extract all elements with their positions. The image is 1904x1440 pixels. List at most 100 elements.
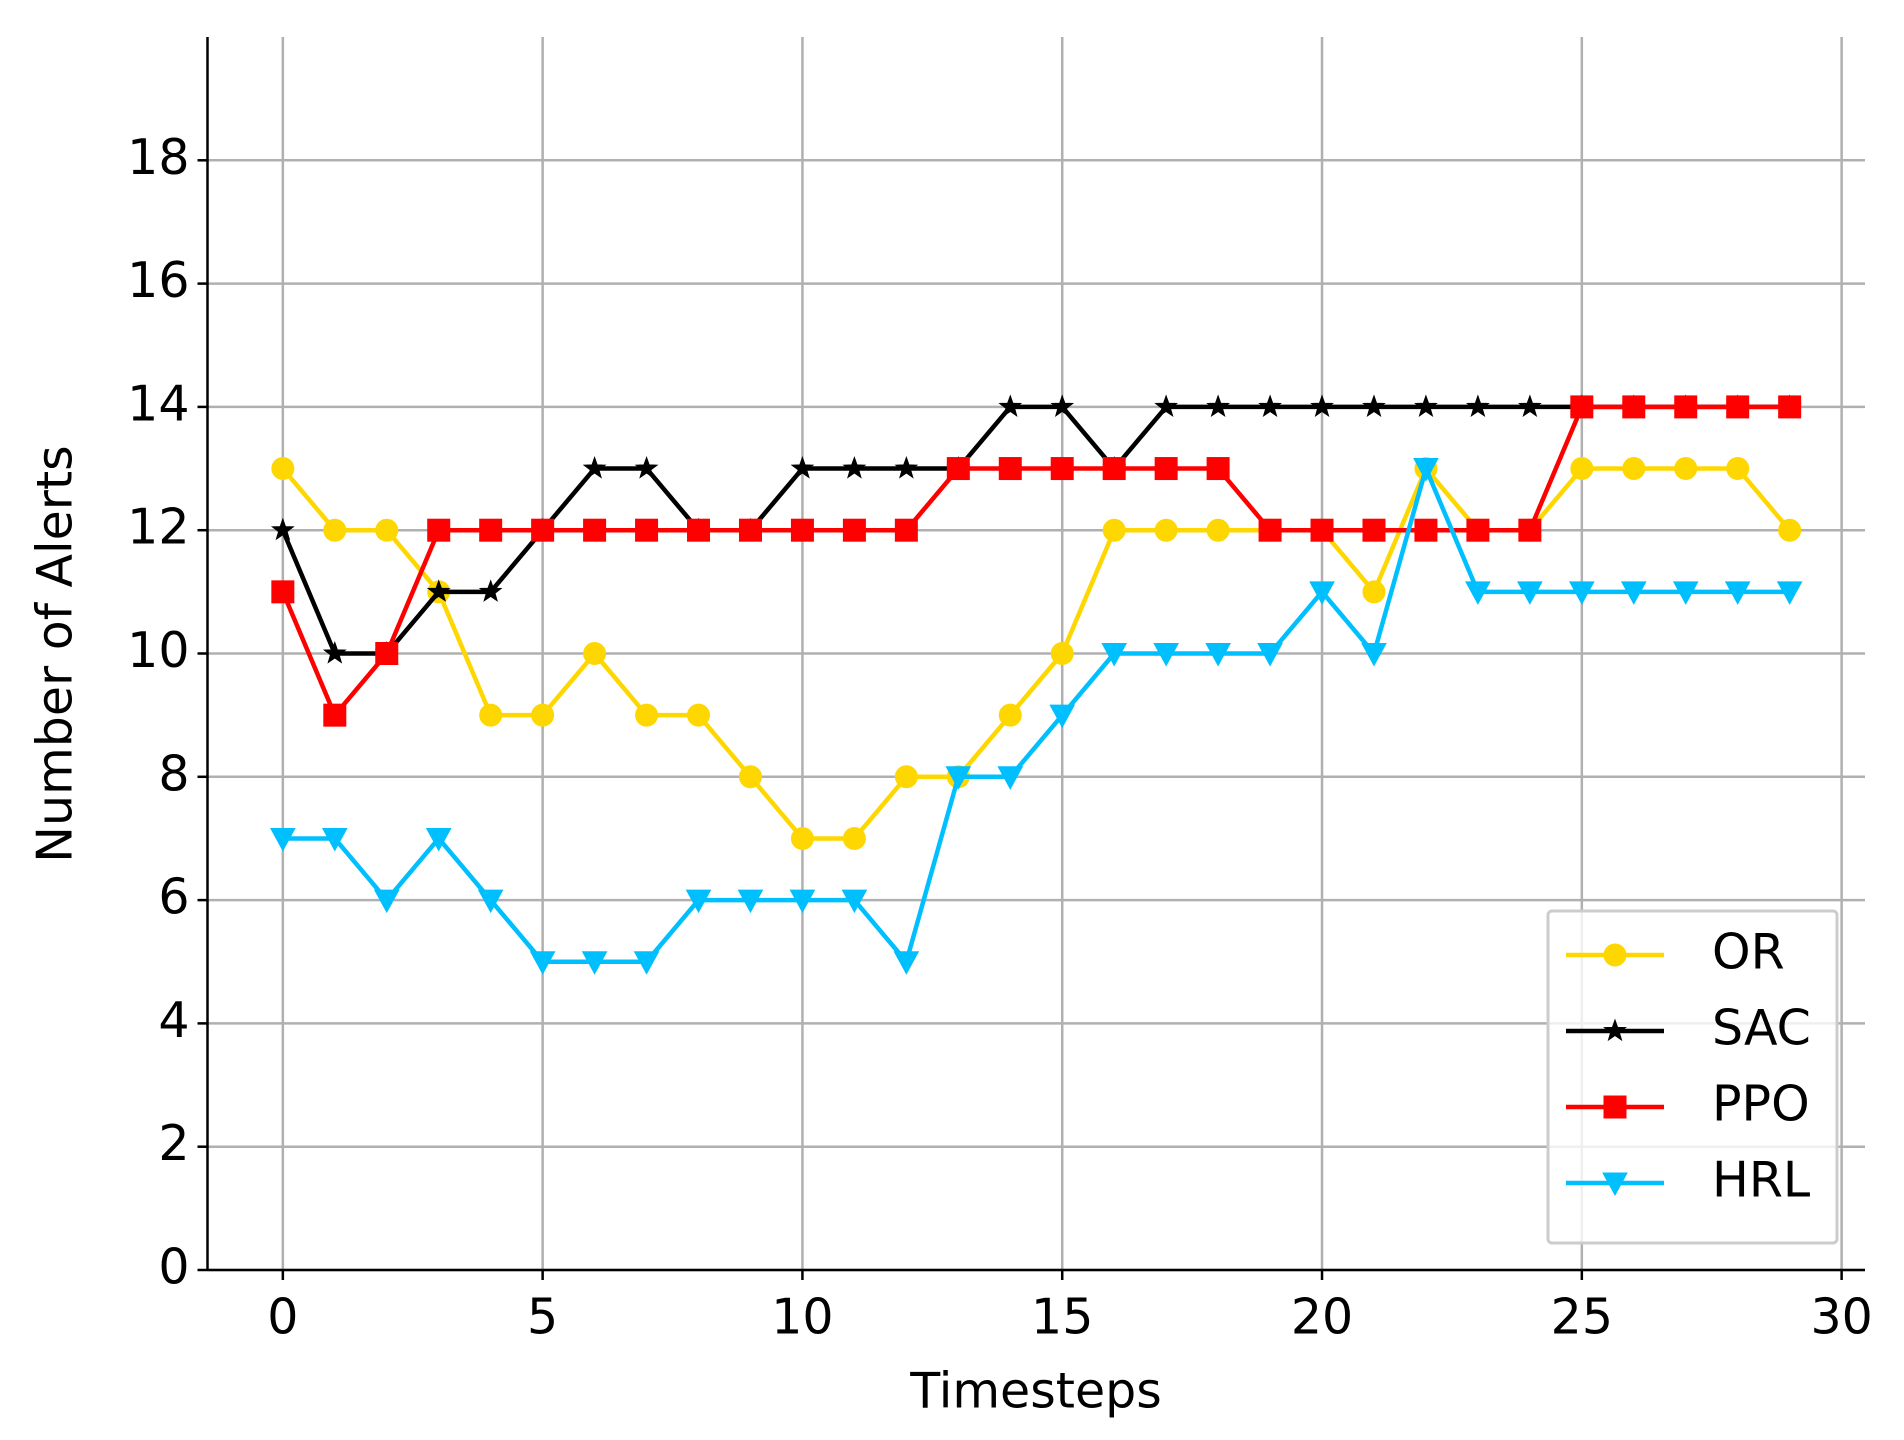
- x-tick-label: 30: [1810, 1289, 1872, 1346]
- data-point: [790, 456, 815, 479]
- data-point: [1153, 643, 1179, 667]
- data-point: [1778, 395, 1802, 419]
- data-point: [1726, 395, 1750, 419]
- data-point: [1568, 581, 1595, 605]
- data-point: [582, 455, 607, 479]
- data-point: [1309, 581, 1335, 605]
- data-point: [842, 518, 866, 542]
- data-point: [687, 703, 711, 727]
- data-point: [477, 889, 504, 914]
- data-point: [1050, 457, 1074, 481]
- data-point: [1724, 581, 1751, 605]
- data-point: [1620, 581, 1647, 605]
- y-tick-label: 6: [158, 869, 189, 926]
- data-point: [1570, 457, 1594, 481]
- y-tick-label: 4: [158, 992, 189, 1049]
- data-point: [998, 457, 1022, 481]
- data-point: [479, 518, 503, 542]
- data-point: [375, 642, 399, 665]
- data-point: [737, 889, 764, 914]
- data-point: [738, 765, 762, 789]
- legend-marker: [1603, 1018, 1627, 1042]
- data-point: [1101, 643, 1128, 667]
- series-line: [280, 404, 1790, 718]
- legend-marker: [1603, 943, 1627, 967]
- data-point: [1674, 395, 1698, 419]
- data-point: [1362, 518, 1386, 542]
- data-point: [998, 394, 1023, 417]
- y-tick-label: 16: [127, 252, 189, 309]
- data-point: [271, 580, 295, 604]
- data-point: [323, 703, 347, 727]
- y-tick-label: 18: [127, 129, 189, 186]
- legend-label: SAC: [1712, 1000, 1811, 1057]
- data-point: [945, 766, 972, 790]
- y-tick-label: 2: [158, 1115, 189, 1172]
- data-point: [1413, 458, 1439, 482]
- data-point: [1465, 581, 1491, 605]
- data-point: [687, 518, 711, 542]
- data-point: [1362, 580, 1386, 604]
- data-point: [271, 457, 295, 481]
- data-point: [1206, 394, 1231, 417]
- data-point: [1622, 395, 1646, 419]
- data-point: [1570, 395, 1594, 419]
- data-point: [997, 766, 1024, 790]
- data-point: [1776, 581, 1803, 605]
- data-point: [373, 889, 400, 914]
- data-point: [321, 827, 348, 852]
- data-point: [635, 703, 659, 727]
- data-point: [322, 640, 347, 664]
- data-point: [841, 889, 868, 914]
- x-tick-label: 5: [527, 1289, 558, 1346]
- data-point: [1674, 457, 1698, 481]
- x-tick-label: 25: [1551, 1289, 1613, 1346]
- data-point: [894, 456, 919, 479]
- data-point: [1206, 457, 1230, 481]
- data-point: [1726, 457, 1750, 481]
- x-tick-label: 15: [1031, 1289, 1093, 1346]
- data-point: [1361, 643, 1387, 667]
- data-point: [425, 827, 452, 852]
- data-point: [1154, 457, 1178, 481]
- legend-label: OR: [1712, 924, 1785, 981]
- data-point: [1258, 518, 1282, 542]
- y-tick-label: 8: [158, 745, 189, 802]
- data-point: [1517, 394, 1542, 418]
- data-point: [1310, 518, 1334, 542]
- data-point: [1154, 394, 1179, 418]
- legend-marker: [1602, 1172, 1628, 1197]
- data-point: [1050, 642, 1074, 665]
- data-point: [427, 518, 451, 542]
- legend-marker: [1603, 1095, 1627, 1119]
- data-point: [842, 826, 866, 850]
- data-point: [738, 518, 762, 542]
- y-tick-label: 12: [127, 499, 189, 556]
- data-point: [894, 765, 918, 789]
- y-tick-label: 10: [127, 622, 189, 679]
- data-point: [1414, 394, 1438, 418]
- data-point: [1414, 518, 1438, 542]
- data-point: [1465, 394, 1490, 417]
- legend-label: HRL: [1712, 1152, 1811, 1209]
- data-point: [1466, 518, 1490, 542]
- data-point: [478, 579, 503, 602]
- x-axis-label: Timesteps: [909, 1363, 1161, 1420]
- data-point: [531, 703, 555, 727]
- data-point: [1049, 704, 1076, 729]
- data-point: [894, 518, 918, 542]
- y-axis-label: Number of Alerts: [27, 445, 84, 862]
- data-point: [790, 518, 814, 542]
- data-point: [323, 518, 347, 542]
- data-point: [1310, 394, 1334, 417]
- data-point: [634, 456, 659, 479]
- data-point: [998, 703, 1022, 727]
- data-point: [529, 951, 556, 975]
- data-point: [842, 456, 867, 479]
- data-point: [270, 517, 295, 541]
- x-tick-label: 20: [1291, 1289, 1353, 1346]
- x-tick-label: 10: [771, 1289, 833, 1346]
- data-point: [1102, 457, 1126, 481]
- data-point: [685, 889, 712, 914]
